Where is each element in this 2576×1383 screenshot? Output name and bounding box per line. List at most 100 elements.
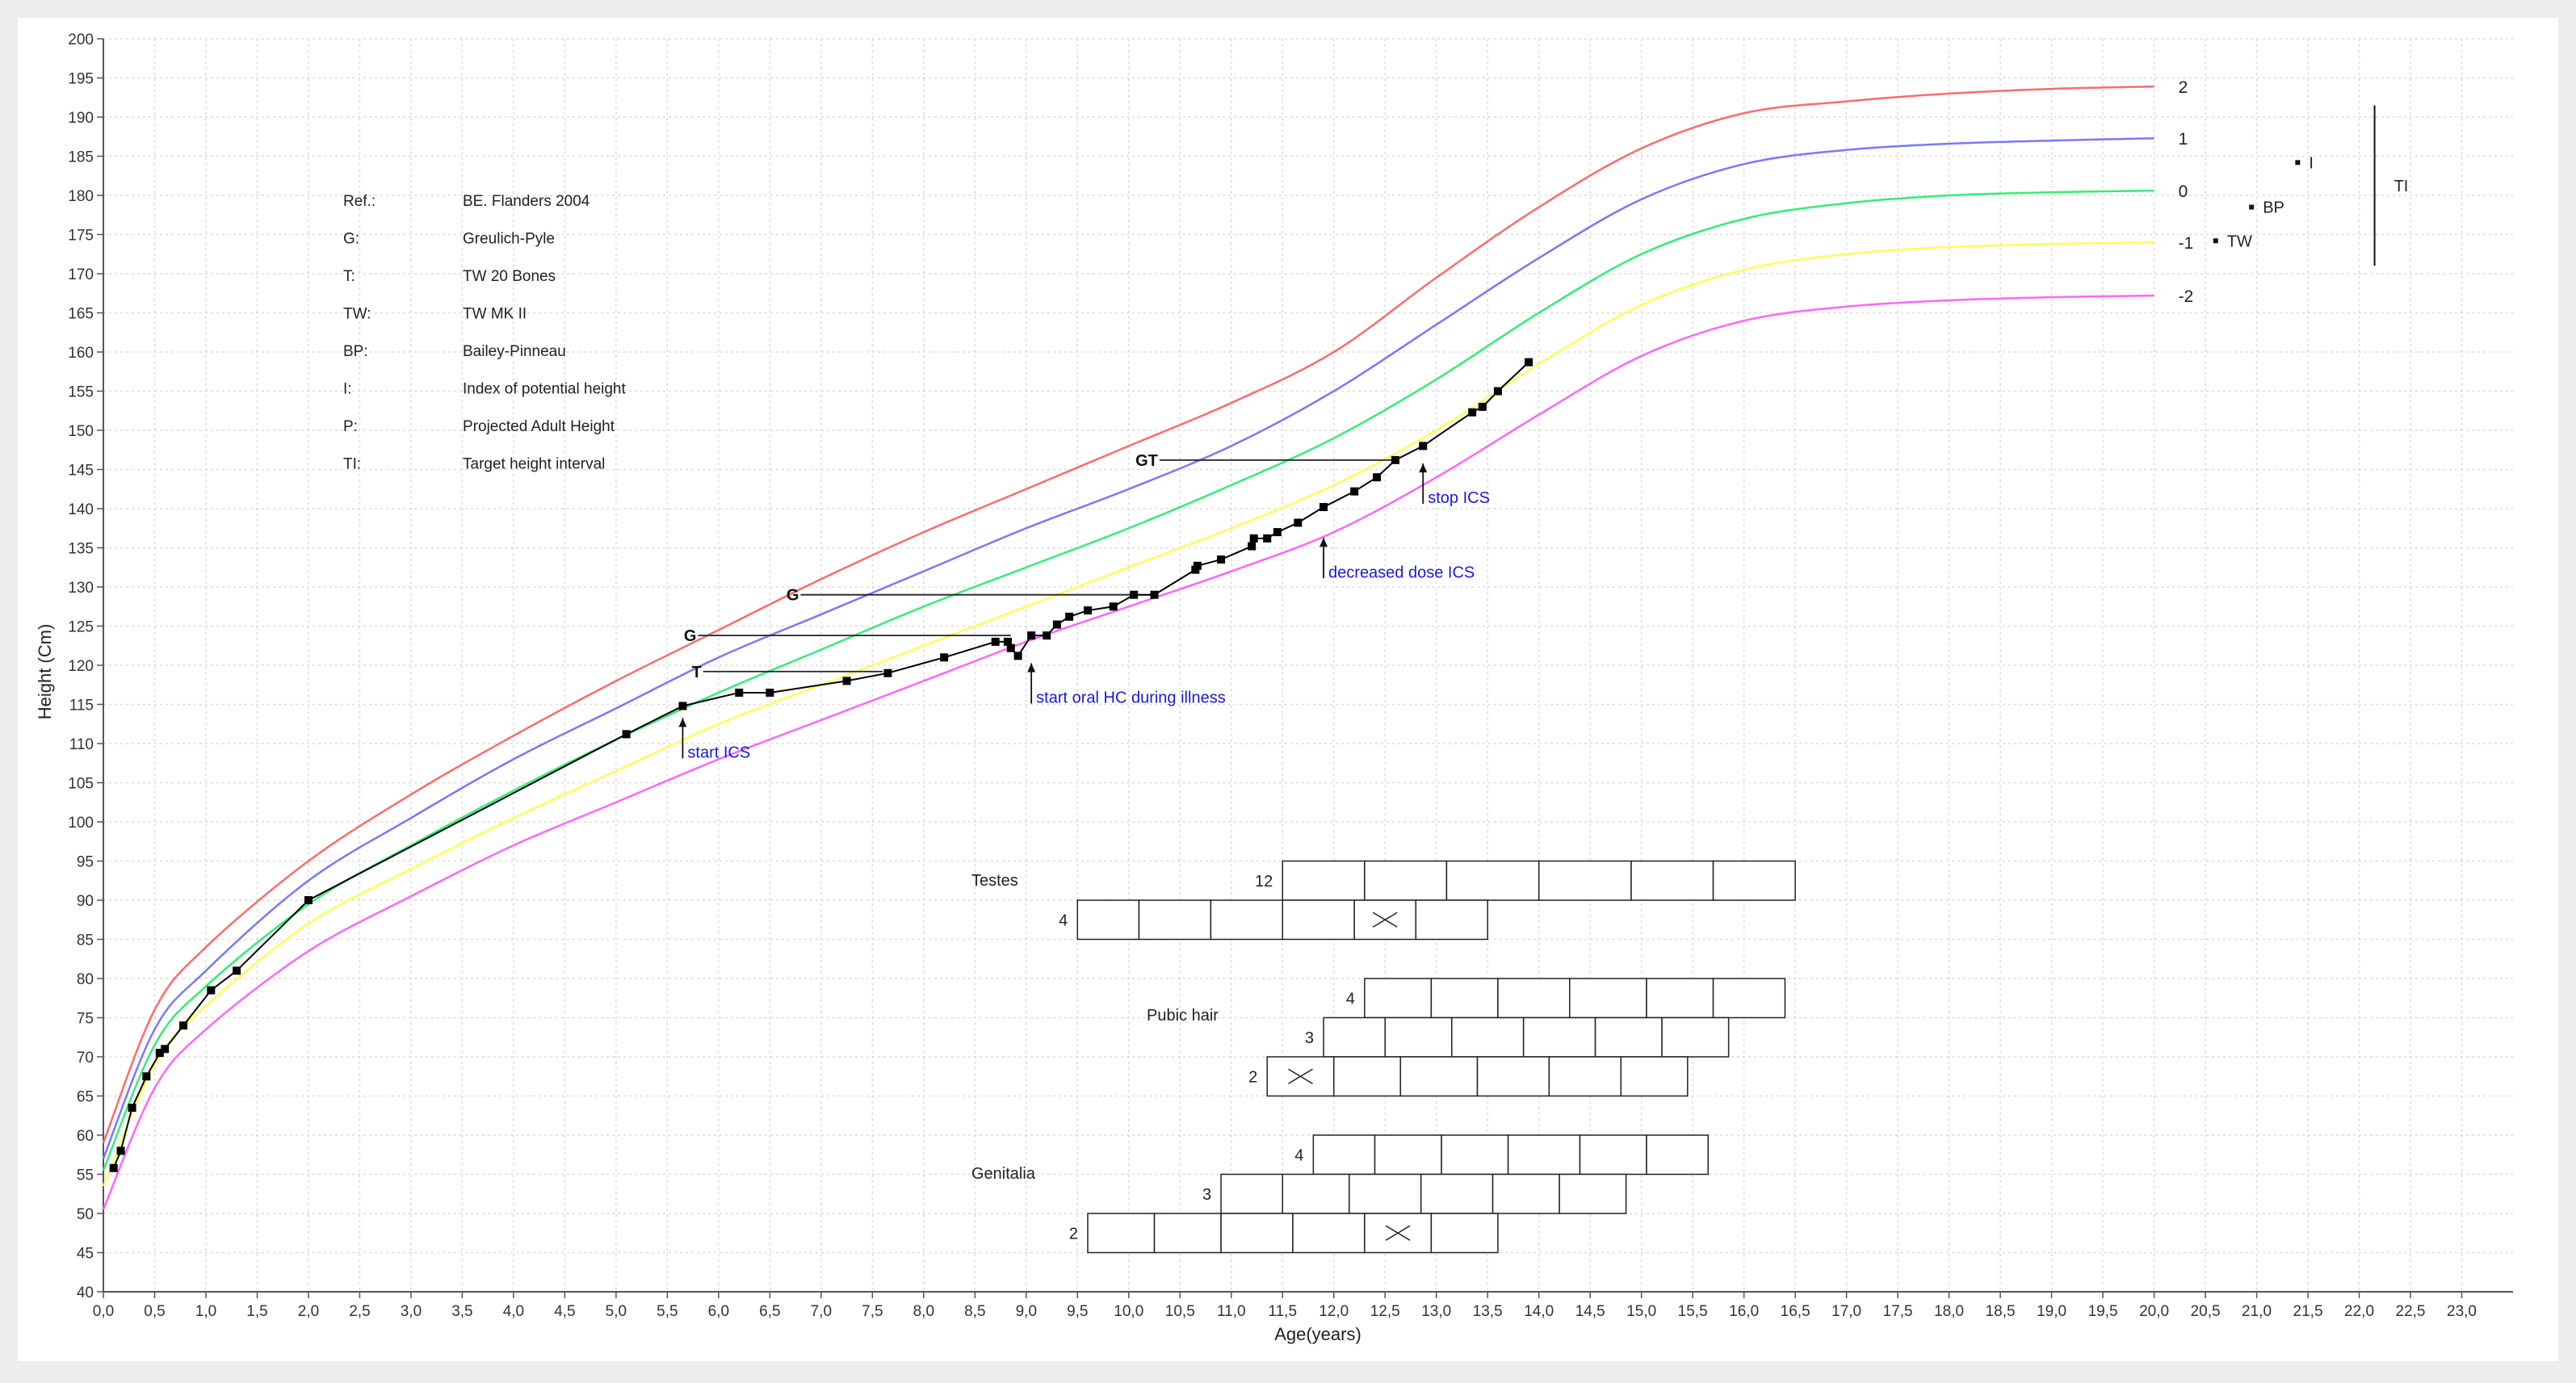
x-tick-label: 21,0 <box>2242 1303 2272 1320</box>
x-tick-label: 17,5 <box>1883 1303 1913 1320</box>
prediction-point <box>2213 238 2218 244</box>
axes: 0,0 0,5 1,0 1,5 2,0 2,5 3,0 3,5 4,0 4,5 5,0 5,5 6,0 6… <box>68 31 2513 1320</box>
y-tick-label: 140 <box>68 501 94 518</box>
x-tick-label: 18,0 <box>1934 1303 1964 1320</box>
x-tick-label: 16,0 <box>1729 1303 1759 1320</box>
y-tick-label: 180 <box>68 188 94 205</box>
legend-key: G: <box>343 231 359 248</box>
x-tick-label: 11,5 <box>1268 1303 1297 1320</box>
y-tick-label: 100 <box>68 815 94 832</box>
tanner-box <box>1441 1134 1509 1176</box>
patient-point <box>155 1049 164 1058</box>
y-tick-label: 75 <box>77 1011 94 1028</box>
tanner-row-label: 3 <box>1305 1029 1314 1047</box>
tanner-box <box>1282 899 1355 941</box>
tanner-cross <box>1372 912 1398 928</box>
patient-point <box>1052 620 1061 629</box>
tanner-row-label: 12 <box>1255 873 1273 891</box>
y-tick-label: 70 <box>77 1050 94 1067</box>
tanner-box <box>1349 1173 1422 1214</box>
patient-point <box>1248 542 1257 551</box>
annotation-text: decreased dose ICS <box>1328 564 1475 581</box>
x-tick-label: 13,0 <box>1421 1303 1451 1320</box>
x-tick-label: 1,5 <box>246 1303 267 1320</box>
tanner-cross <box>1288 1068 1313 1084</box>
x-tick-label: 21,5 <box>2293 1303 2323 1320</box>
patient-point <box>142 1072 151 1081</box>
patient-point <box>991 637 1000 646</box>
x-tick-label: 6,5 <box>759 1303 780 1320</box>
tanner-box <box>1712 978 1786 1019</box>
y-tick-label: 195 <box>68 71 94 88</box>
y-tick-label: 160 <box>68 345 94 362</box>
tanner-stages: Testes 12 4 Pubic hair 4 3 2 Genitalia 4 3 2 <box>971 860 1796 1254</box>
patient-point <box>1083 606 1092 615</box>
tanner-box <box>1630 860 1714 901</box>
y-tick-label: 95 <box>77 854 94 871</box>
annotation-text: stop ICS <box>1428 489 1490 507</box>
legend-key: P: <box>343 418 358 435</box>
patient-point <box>1525 358 1533 367</box>
tanner-box <box>1491 1173 1560 1214</box>
tanner-box <box>1312 1134 1376 1176</box>
tanner-box <box>1430 978 1499 1019</box>
x-tick-label: 20,0 <box>2139 1303 2169 1320</box>
y-tick-label: 90 <box>77 893 94 910</box>
tanner-box <box>1292 1213 1366 1254</box>
patient-point <box>1294 518 1303 527</box>
predictions: I BP TW TI <box>2213 105 2408 266</box>
tanner-box <box>1323 1016 1386 1058</box>
x-tick-label: 1,0 <box>195 1303 216 1320</box>
prediction-label: TW <box>2227 233 2252 250</box>
y-tick-label: 135 <box>68 541 94 558</box>
legend-value: Index of potential height <box>463 381 626 398</box>
reference-curve--2 <box>102 294 2154 1210</box>
x-tick-label: 14,0 <box>1524 1303 1554 1320</box>
y-tick-label: 55 <box>77 1167 94 1184</box>
tanner-box <box>1374 1134 1442 1176</box>
tanner-box <box>1138 899 1212 941</box>
y-tick-label: 190 <box>68 110 94 127</box>
y-tick-label: 50 <box>77 1206 94 1223</box>
x-tick-label: 3,5 <box>451 1303 472 1320</box>
annotation-arrowhead <box>678 718 687 727</box>
patient-point <box>1419 442 1428 451</box>
tanner-row-label: 4 <box>1059 912 1068 929</box>
tanner-box <box>1332 1056 1402 1097</box>
tanner-box <box>1538 860 1632 901</box>
reference-curve--1 <box>102 241 2154 1187</box>
annotation-text: start ICS <box>687 744 750 761</box>
y-tick-label: 155 <box>68 384 94 401</box>
annotation-arrowhead <box>1319 538 1328 547</box>
patient-point <box>116 1146 125 1155</box>
tanner-row-label: 2 <box>1069 1225 1078 1243</box>
tanner-box <box>1646 1134 1709 1176</box>
patient-point <box>1193 561 1202 570</box>
y-tick-label: 125 <box>68 619 94 636</box>
x-tick-label: 13,5 <box>1473 1303 1503 1320</box>
reference-curve-2 <box>102 85 2154 1144</box>
prediction-point <box>2295 160 2301 166</box>
x-tick-label: 10,0 <box>1114 1303 1143 1320</box>
annotation-arrowhead <box>1419 463 1428 473</box>
y-tick-label: 105 <box>68 776 94 793</box>
tanner-box <box>1076 899 1140 941</box>
y-tick-label: 45 <box>77 1246 94 1263</box>
x-tick-label: 3,0 <box>401 1303 422 1320</box>
x-tick-label: 2,0 <box>298 1303 319 1320</box>
reference-curve-label: 1 <box>2179 130 2188 149</box>
legend-value: Greulich-Pyle <box>463 231 555 248</box>
tanner-box <box>1451 1016 1525 1058</box>
x-tick-label: 19,5 <box>2088 1303 2118 1320</box>
bone-age-label: G <box>684 627 697 645</box>
tanner-box <box>1282 860 1366 901</box>
tanner-title: Pubic hair <box>1147 1007 1219 1025</box>
tanner-title: Genitalia <box>971 1165 1036 1183</box>
tanner-box <box>1364 860 1448 901</box>
x-tick-label: 0,0 <box>93 1303 114 1320</box>
tanner-box <box>1569 978 1647 1019</box>
x-tick-label: 23,0 <box>2447 1303 2477 1320</box>
x-tick-label: 15,5 <box>1678 1303 1708 1320</box>
